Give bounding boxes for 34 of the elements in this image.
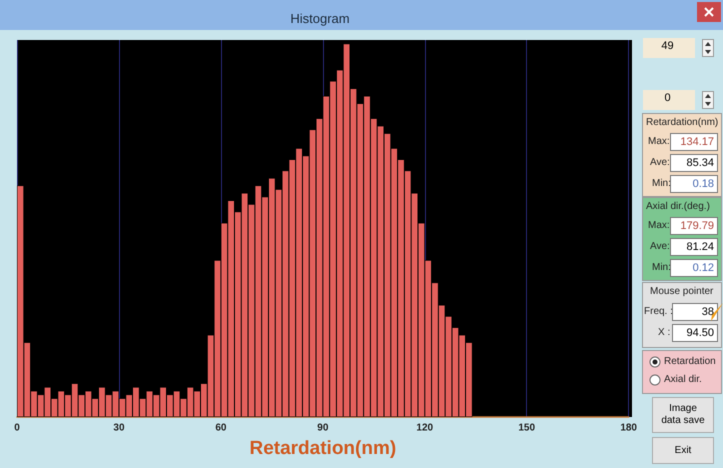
text: X : [658,327,670,338]
text: Ave: [650,157,670,168]
x-tick-label: 0 [14,422,20,434]
text: Max: [648,136,670,147]
text: 0.12 [670,259,718,277]
text: 0.18 [670,175,718,193]
text: 179.79 [670,217,718,235]
text: 81.24 [670,238,718,256]
x-tick-label: 90 [317,422,329,434]
text: Freq. : [644,306,673,317]
text: 0 [643,90,695,110]
text: Min: [652,262,671,273]
text: Retardation(nm) [646,117,718,128]
x-tick-label: 150 [518,422,536,434]
text: Axial dir.(deg.) [646,201,710,212]
x-tick-label: 30 [113,422,125,434]
x-tick-label: 60 [215,422,227,434]
text: Image data save [652,397,714,433]
text: Min: [652,178,671,189]
text: 85.34 [670,154,718,172]
text: Mouse pointer [650,286,714,297]
text: 49 [643,38,695,58]
text: Axial dir. [664,374,702,385]
x-tick-label: 120 [416,422,434,434]
text: Ave: [650,241,670,252]
text: 38 [672,303,718,321]
chart-title: Histogram [290,11,350,26]
x-tick-label: 180 [620,422,638,434]
text: Max: [648,220,670,231]
text: Exit [652,437,714,464]
text: 94.50 [672,324,718,342]
text: Retardation [664,356,716,367]
text: 134.17 [670,133,718,151]
x-axis-title: Retardation(nm) [249,438,396,459]
